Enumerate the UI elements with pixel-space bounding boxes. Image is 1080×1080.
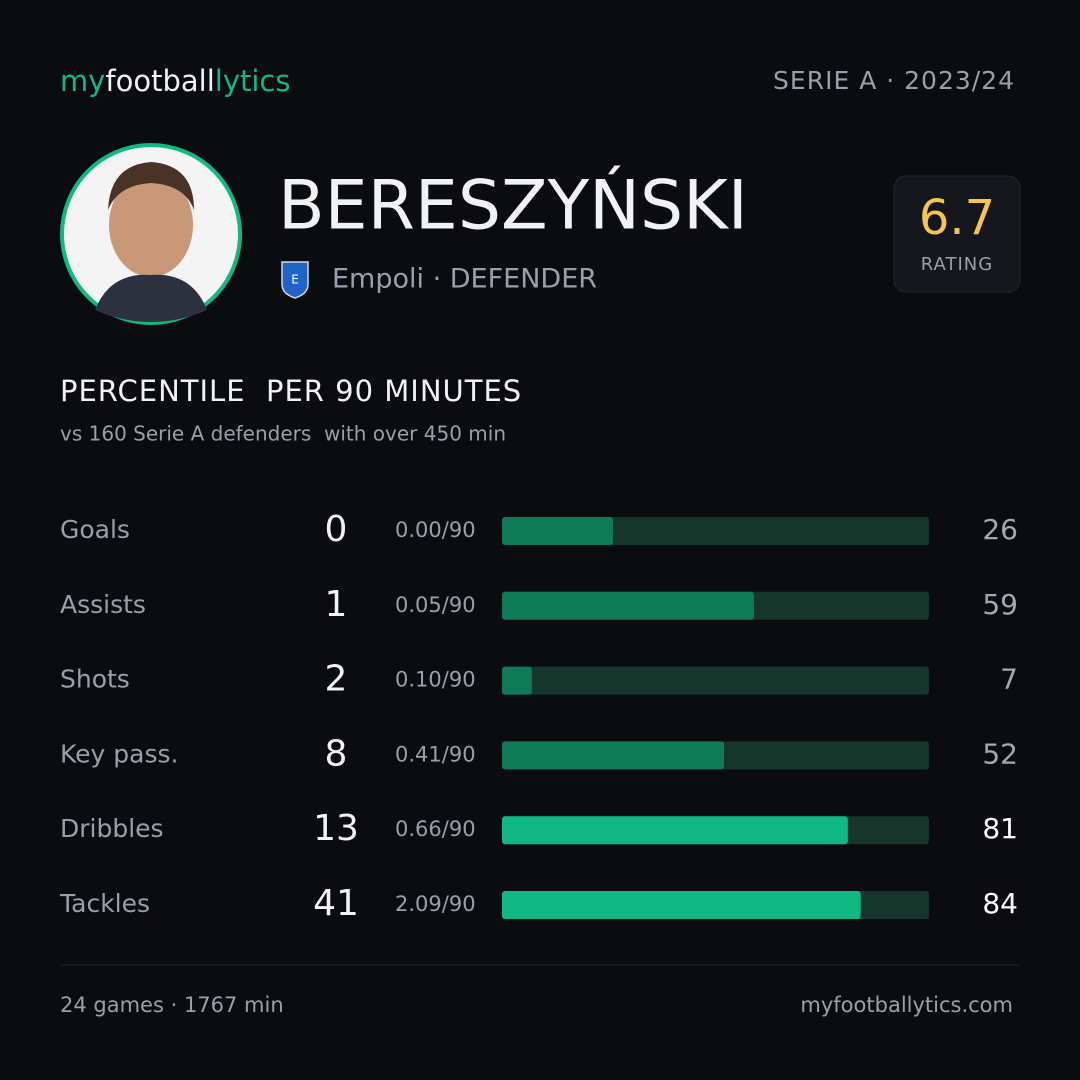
logo: myfootballlytics bbox=[60, 64, 290, 98]
stat-total: 8 bbox=[325, 733, 348, 774]
bar bbox=[502, 666, 532, 695]
team-badge: E bbox=[281, 261, 309, 299]
rating-box bbox=[893, 175, 1021, 293]
logo-part: football bbox=[105, 64, 214, 98]
stat-label: Tackles bbox=[59, 889, 150, 918]
league: SERIE A · 2023/24 bbox=[773, 66, 1015, 95]
percentile-label: 26 bbox=[982, 513, 1018, 546]
section-subtitle: vs 160 Serie A defenders with over 450 m… bbox=[60, 422, 506, 446]
rating-label: RATING bbox=[921, 254, 993, 275]
bar bbox=[502, 816, 848, 845]
stat-total: 0 bbox=[325, 509, 348, 550]
footer-stats: 24 games · 1767 min bbox=[60, 993, 284, 1017]
rating-value: 6.7 bbox=[919, 190, 995, 246]
player-name: BERESZYŃSKI bbox=[278, 166, 748, 246]
per90: 0.05/90 bbox=[395, 593, 476, 617]
bar bbox=[502, 741, 725, 770]
percentile-label: 81 bbox=[982, 812, 1018, 845]
logo-part: my bbox=[60, 64, 105, 98]
per90: 0.41/90 bbox=[395, 742, 476, 766]
footer-site: myfootballytics.com bbox=[800, 993, 1013, 1017]
percentile-label: 84 bbox=[982, 887, 1018, 920]
stat-label: Key pass. bbox=[60, 739, 178, 768]
stat-label: Goals bbox=[60, 515, 130, 544]
stat-total: 1 bbox=[325, 584, 348, 625]
stat-total: 41 bbox=[313, 883, 359, 924]
stat-label: Shots bbox=[60, 665, 130, 694]
percentile-label: 7 bbox=[1000, 663, 1018, 696]
per90: 0.66/90 bbox=[395, 817, 476, 841]
section-title: PERCENTILE PER 90 MINUTES bbox=[60, 374, 522, 408]
bar-track bbox=[502, 666, 929, 695]
stat-total: 13 bbox=[313, 808, 359, 849]
per90: 0.00/90 bbox=[395, 518, 476, 542]
avatar bbox=[60, 143, 242, 325]
per90: 2.09/90 bbox=[395, 892, 476, 916]
percentile-label: 52 bbox=[982, 737, 1018, 770]
per90: 0.10/90 bbox=[395, 668, 476, 692]
svg-text:E: E bbox=[291, 273, 299, 287]
team-position: Empoli · DEFENDER bbox=[332, 264, 597, 295]
logo-part: lytics bbox=[215, 64, 291, 98]
stat-label: Dribbles bbox=[60, 814, 164, 843]
stat-rows: Goals 0 0.00/90 26 Assists 1 0.05/90 59 Shots 2 0.… bbox=[59, 509, 1018, 924]
bar bbox=[502, 517, 614, 545]
stat-total: 2 bbox=[325, 659, 348, 700]
percentile-label: 59 bbox=[982, 588, 1018, 621]
bar bbox=[502, 891, 861, 919]
stat-label: Assists bbox=[60, 590, 146, 619]
bar bbox=[502, 591, 754, 620]
